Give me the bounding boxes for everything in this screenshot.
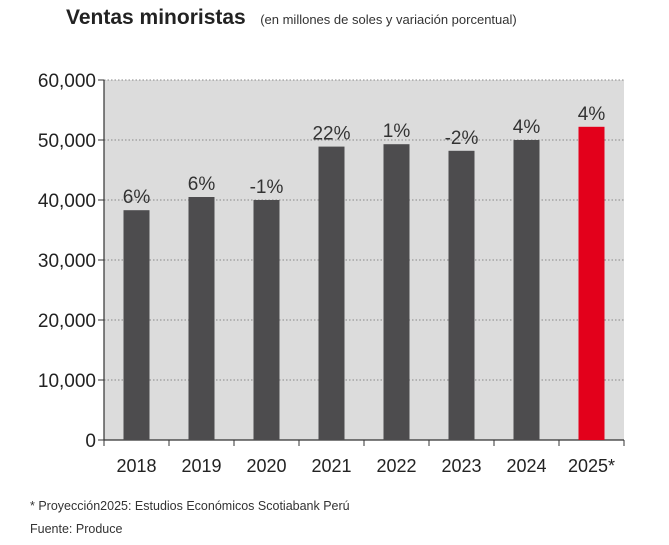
bar bbox=[188, 197, 215, 440]
data-label: -1% bbox=[250, 177, 284, 198]
y-tick-label: 40,000 bbox=[38, 191, 96, 212]
y-tick-label: 0 bbox=[85, 431, 96, 452]
data-label: -2% bbox=[445, 128, 479, 149]
source-footnote: Fuente: Produce bbox=[30, 522, 123, 536]
x-tick-label: 2024 bbox=[506, 456, 546, 476]
chart-title: Ventas minoristas bbox=[66, 6, 246, 29]
x-tick-label: 2025* bbox=[568, 456, 615, 476]
bar bbox=[318, 146, 345, 440]
chart-header: Ventas minoristas (en millones de soles … bbox=[66, 6, 517, 30]
projection-footnote: * Proyección2025: Estudios Económicos Sc… bbox=[30, 499, 350, 513]
y-tick-label: 30,000 bbox=[38, 251, 96, 272]
data-label: 22% bbox=[312, 124, 350, 145]
x-tick-label: 2023 bbox=[441, 456, 481, 476]
data-label: 4% bbox=[578, 104, 606, 125]
bar bbox=[448, 150, 475, 441]
data-label: 4% bbox=[513, 117, 541, 138]
x-tick-label: 2020 bbox=[246, 456, 286, 476]
data-label: 6% bbox=[123, 187, 151, 208]
y-tick-label: 50,000 bbox=[38, 131, 96, 152]
bar bbox=[383, 144, 410, 440]
bar bbox=[123, 210, 150, 440]
data-label: 1% bbox=[383, 121, 411, 142]
x-tick-label: 2021 bbox=[311, 456, 351, 476]
chart-subtitle: (en millones de soles y variación porcen… bbox=[260, 12, 517, 27]
y-tick-label: 20,000 bbox=[38, 311, 96, 332]
x-tick-label: 2019 bbox=[181, 456, 221, 476]
bar bbox=[253, 200, 280, 440]
x-tick-label: 2018 bbox=[116, 456, 156, 476]
data-label: 6% bbox=[188, 174, 216, 195]
bar bbox=[578, 126, 605, 441]
y-tick-label: 10,000 bbox=[38, 371, 96, 392]
y-tick-label: 60,000 bbox=[38, 71, 96, 92]
x-tick-label: 2022 bbox=[376, 456, 416, 476]
bar bbox=[513, 140, 540, 440]
